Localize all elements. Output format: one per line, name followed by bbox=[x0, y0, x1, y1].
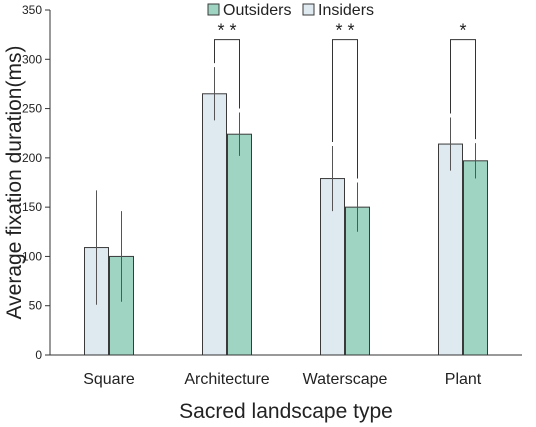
y-axis-title: Average fixation duration(ms) bbox=[3, 46, 26, 320]
significance-brackets: * * * * * bbox=[214, 21, 476, 179]
significance-bracket bbox=[450, 39, 476, 140]
category-label: Waterscape bbox=[303, 371, 388, 388]
legend-swatch bbox=[302, 3, 315, 16]
significance-label: * * bbox=[217, 21, 236, 41]
y-tick-label: 150 bbox=[22, 200, 42, 214]
bar bbox=[438, 143, 463, 356]
bar bbox=[202, 93, 227, 356]
x-axis-title: Sacred landscape type bbox=[179, 400, 393, 423]
category-label: Square bbox=[83, 371, 135, 388]
category-labels: Square Architecture Waterscape Plant bbox=[83, 371, 482, 388]
significance-label: * * bbox=[335, 21, 354, 41]
category-label: Architecture bbox=[184, 371, 269, 388]
significance-label: * bbox=[459, 21, 466, 41]
y-tick-label: 300 bbox=[22, 52, 42, 66]
legend-label: Insiders bbox=[318, 2, 374, 19]
y-tick-label: 250 bbox=[22, 102, 42, 116]
significance-bracket bbox=[332, 39, 358, 179]
legend: Outsiders Insiders bbox=[207, 2, 374, 19]
y-tick-label: 50 bbox=[29, 299, 43, 313]
y-axis-ticks: 0 50 100 150 200 250 300 350 bbox=[22, 3, 50, 362]
y-tick-label: 100 bbox=[22, 249, 42, 263]
legend-swatch bbox=[207, 3, 220, 16]
y-tick-label: 350 bbox=[22, 3, 42, 17]
bar bbox=[463, 160, 488, 356]
legend-label: Outsiders bbox=[223, 2, 291, 19]
category-label: Plant bbox=[445, 371, 482, 388]
bar bbox=[227, 133, 252, 356]
y-tick-label: 0 bbox=[35, 348, 42, 362]
bar-series bbox=[84, 93, 488, 356]
error-bars bbox=[96, 67, 476, 305]
y-tick-label: 200 bbox=[22, 151, 42, 165]
significance-bracket bbox=[214, 39, 240, 109]
